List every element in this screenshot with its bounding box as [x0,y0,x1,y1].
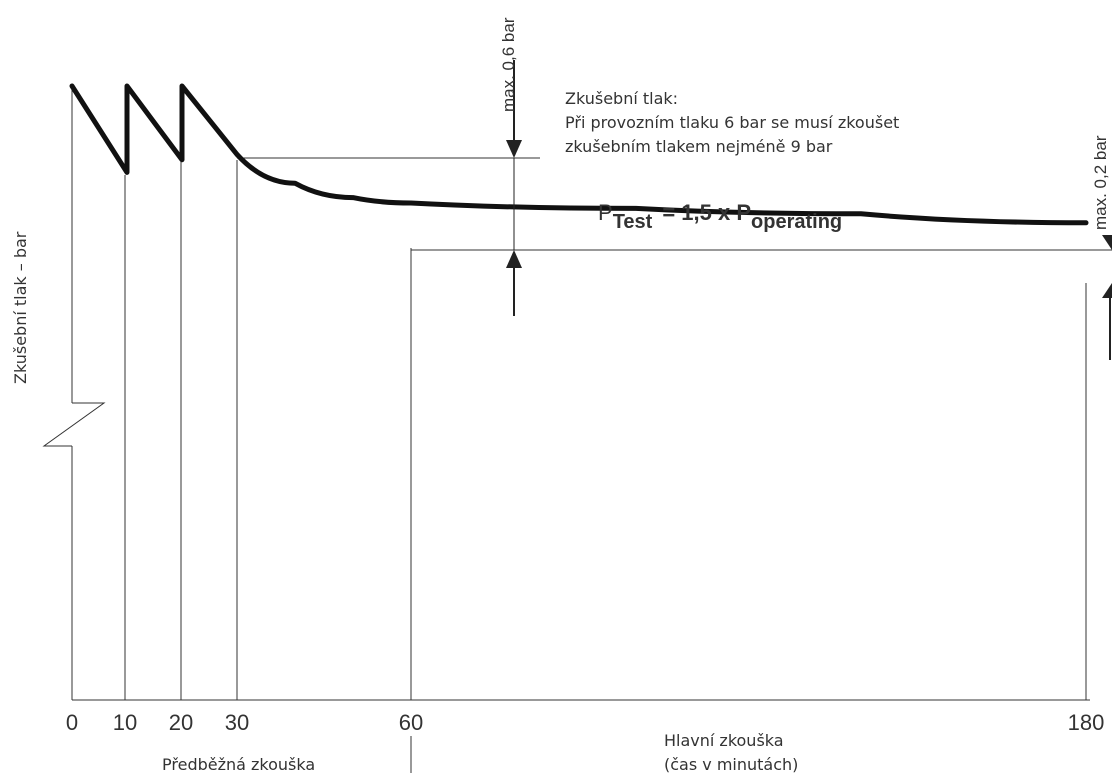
note-line-1: Při provozním tlaku 6 bar se musí zkouše… [565,113,899,132]
formula: PTest = 1,5 x Poperating [598,200,842,233]
phase-label-pre-test: Předběžná zkouška [162,755,315,773]
phase-label-time-unit: (čas v minutách) [664,755,798,773]
axis-break-mark [42,402,106,447]
x-tick-label-60: 60 [399,710,423,735]
y-axis-label: Zkušební tlak – bar [11,231,30,384]
note-line-2: zkušebním tlakem nejméně 9 bar [565,137,833,156]
formula-p-test: P [598,200,613,225]
arrow-head-up-right [1102,283,1112,298]
formula-operating-subscript: operating [751,211,842,233]
x-tick-label-20: 20 [169,710,193,735]
formula-middle: = 1,5 x P [662,200,751,225]
x-tick-label-0: 0 [66,710,78,735]
series-line-pressure [69,83,1089,226]
annotation-max-0-2-bar: max. 0,2 bar [1091,135,1110,230]
arrow-head-up [506,250,522,268]
x-tick-label-30: 30 [225,710,249,735]
arrow-head-down [506,140,522,158]
x-tick-label-180: 180 [1068,710,1105,735]
note-title: Zkušební tlak: [565,89,678,108]
annotation-max-0-6-bar: max. 0,6 bar [499,17,518,112]
phase-label-main-test: Hlavní zkouška [664,731,784,750]
formula-test-subscript: Test [613,211,653,233]
arrow-head-down-right [1102,235,1112,250]
x-tick-label-10: 10 [113,710,137,735]
